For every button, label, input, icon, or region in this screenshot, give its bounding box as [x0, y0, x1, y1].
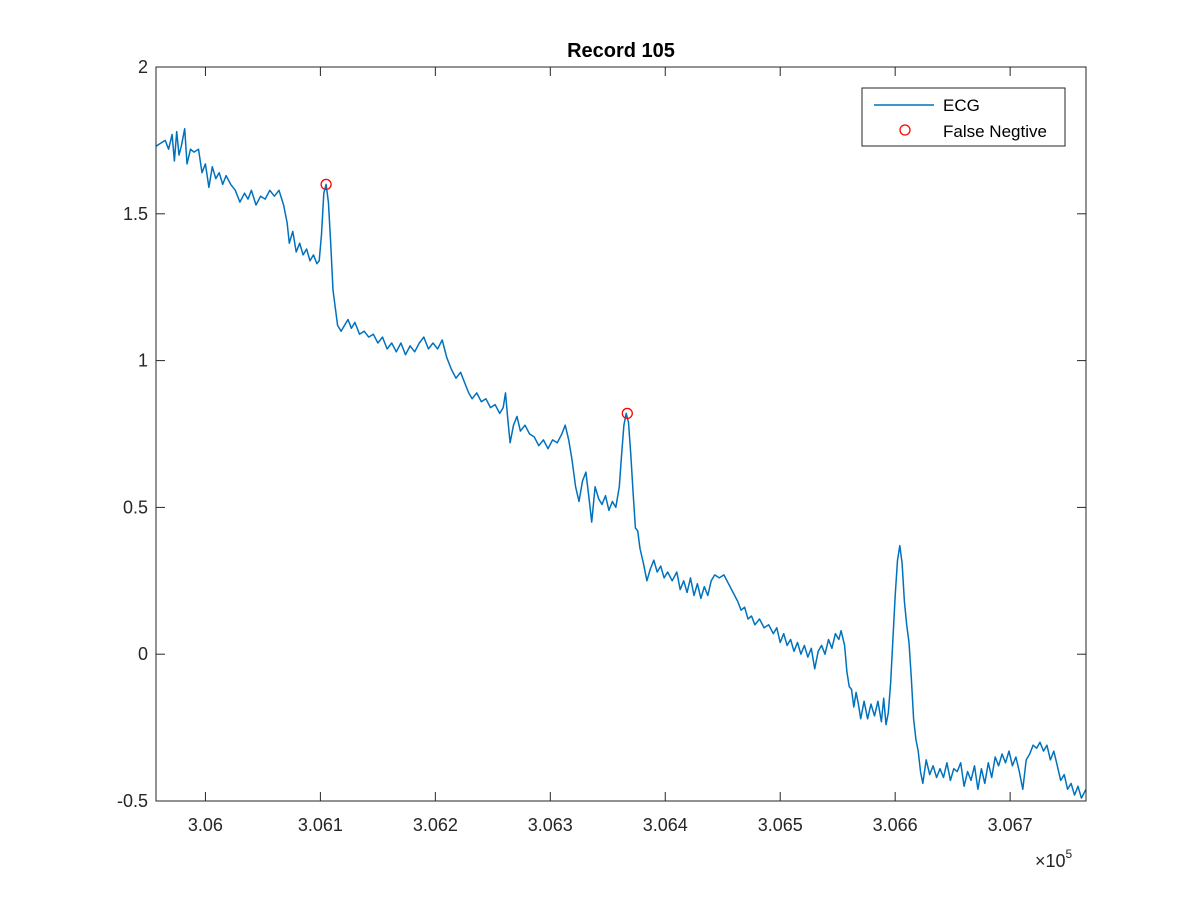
legend-false-negative-label: False Negtive [943, 122, 1047, 141]
false-negative-marker [320, 178, 332, 191]
legend-ecg-label: ECG [943, 96, 980, 115]
y-tick-label: 1 [138, 351, 148, 371]
x-tick-label: 3.061 [298, 815, 343, 835]
y-tick-label: 1.5 [123, 204, 148, 224]
x-tick-label: 3.06 [188, 815, 223, 835]
legend-false-negative-circle-icon [899, 124, 911, 136]
plot-area [156, 67, 1086, 801]
axes-box [155, 66, 1087, 802]
x-tick-label: 3.067 [988, 815, 1033, 835]
legend: ECG False Negtive [861, 87, 1066, 147]
y-tick-label: 2 [138, 57, 148, 77]
legend-box [861, 87, 1066, 147]
data-layer [155, 127, 1087, 799]
y-tick-label: -0.5 [117, 791, 148, 811]
y-tick-label: 0.5 [123, 497, 148, 517]
x-exponent-power: 5 [1066, 847, 1073, 861]
x-tick-label: 3.062 [413, 815, 458, 835]
x-exponent-base: ×10 [1035, 851, 1066, 871]
y-tick-label: 0 [138, 644, 148, 664]
chart-title: Record 105 [567, 40, 675, 62]
false-negative-marker [621, 407, 633, 420]
x-tick-label: 3.066 [873, 815, 918, 835]
x-tick-label: 3.064 [643, 815, 688, 835]
tick-layer: 3.06 3.061 3.062 3.063 3.064 3.065 3.066 3.067 -… [117, 57, 1086, 835]
ecg-series-line [155, 127, 1087, 799]
x-tick-label: 3.065 [758, 815, 803, 835]
x-exponent-label: ×105 [1035, 847, 1073, 871]
x-tick-label: 3.063 [528, 815, 573, 835]
